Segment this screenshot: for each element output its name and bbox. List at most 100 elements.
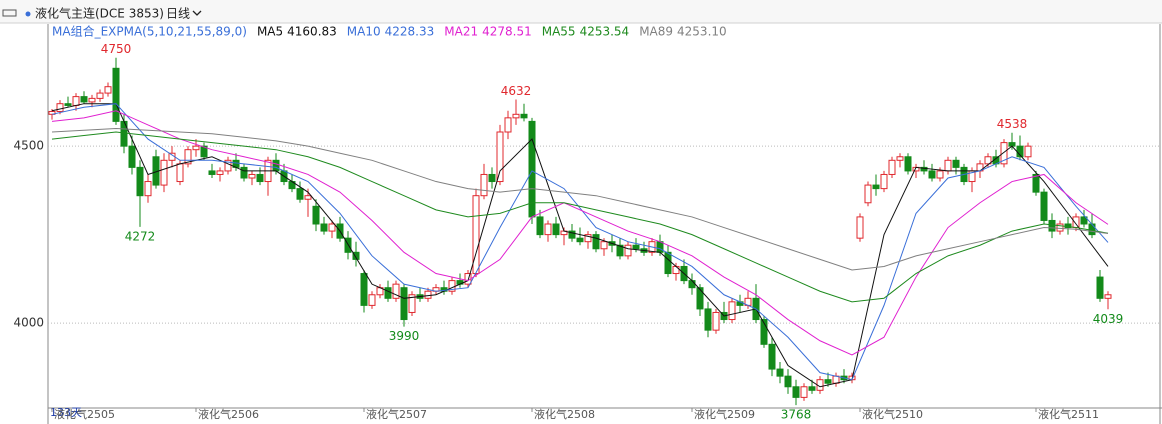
- x-tick-label: 液化气2510: [862, 407, 923, 421]
- candle-body: [584, 234, 592, 243]
- candle-body: [144, 181, 152, 197]
- candle-body: [328, 223, 336, 232]
- candle-body: [888, 159, 896, 175]
- candle-body: [1032, 173, 1040, 193]
- x-tick-label: 液化气2507: [366, 407, 427, 421]
- candle-body: [568, 230, 576, 239]
- candle-body: [1072, 216, 1080, 229]
- candle-body: [1024, 145, 1032, 158]
- candle-body: [88, 97, 96, 103]
- x-tick-label: 液化气2506: [198, 407, 259, 421]
- status-dot: [25, 11, 31, 17]
- candle-body: [536, 216, 544, 236]
- candle-body: [512, 113, 520, 119]
- legend-value: 4228.33: [385, 25, 435, 39]
- candle-body: [480, 173, 488, 197]
- candle-body: [1104, 294, 1112, 299]
- period-selector[interactable]: 日线: [166, 7, 190, 21]
- candle-body: [384, 287, 392, 299]
- ma-line: [51, 131, 1109, 303]
- candle-body: [312, 205, 320, 225]
- candle-body: [272, 159, 280, 172]
- extreme-label: 4750: [101, 42, 132, 56]
- legend-name: MA55: [542, 25, 576, 39]
- candle-body: [200, 145, 208, 158]
- candle-body: [248, 173, 256, 179]
- candle-body: [1096, 276, 1104, 299]
- candle-body: [784, 375, 792, 388]
- candle-body: [360, 273, 368, 306]
- candle-body: [632, 244, 640, 250]
- legend-name: MA10: [347, 25, 381, 39]
- candle-body: [72, 96, 80, 106]
- candle-body: [672, 265, 680, 275]
- instrument-title[interactable]: 液化气主连(DCE 3853): [35, 6, 164, 21]
- candle-body: [704, 308, 712, 331]
- candle-body: [56, 103, 64, 112]
- menu-icon[interactable]: [2, 9, 17, 17]
- candle-body: [552, 223, 560, 236]
- legend-name: MA21: [444, 25, 478, 39]
- candle-body: [1000, 142, 1008, 165]
- candle-body: [800, 386, 808, 398]
- candle-body: [776, 368, 784, 377]
- period-chevron[interactable]: [192, 10, 202, 16]
- candle-body: [496, 131, 504, 183]
- x-tick-label: 液化气2505: [54, 407, 115, 421]
- candle-body: [760, 319, 768, 345]
- candle-body: [864, 184, 872, 204]
- candle-body: [712, 311, 720, 331]
- candle-body: [296, 188, 304, 200]
- candle-body: [304, 195, 312, 200]
- candle-body: [488, 173, 496, 183]
- candle-body: [424, 290, 432, 299]
- candle-body: [520, 113, 528, 119]
- candle-body: [192, 145, 200, 151]
- candle-body: [176, 163, 184, 183]
- extreme-label: 3768: [781, 408, 812, 422]
- candle-body: [320, 223, 328, 232]
- candle-body: [616, 244, 624, 257]
- candle-body: [688, 280, 696, 289]
- extreme-label: 3990: [389, 329, 420, 343]
- candle-body: [664, 251, 672, 275]
- candle-body: [160, 159, 168, 186]
- ma-line: [51, 103, 1109, 388]
- candle-body: [904, 156, 912, 172]
- candle-body: [1040, 191, 1048, 221]
- candle-body: [80, 96, 88, 103]
- candle-body: [400, 287, 408, 321]
- candle-body: [792, 386, 800, 398]
- candle-body: [408, 294, 416, 313]
- candle-body: [896, 156, 904, 161]
- candle-body: [928, 170, 936, 179]
- x-tick-label: 液化气2511: [1038, 407, 1099, 421]
- legend-value: 4278.51: [482, 25, 532, 39]
- candle-body: [136, 166, 144, 197]
- candle-body: [920, 166, 928, 172]
- candle-body: [1056, 223, 1064, 232]
- candle-body: [656, 241, 664, 253]
- legend-name: MA5: [257, 25, 283, 39]
- candle-body: [952, 159, 960, 168]
- indicator-label: MA组合_EXPMA(5,10,21,55,89,0): [52, 24, 247, 39]
- candle-body: [624, 244, 632, 257]
- candle-body: [96, 92, 104, 99]
- candle-body: [128, 145, 136, 168]
- candle-body: [368, 294, 376, 306]
- legend-value: 4160.83: [287, 25, 337, 39]
- candle-body: [600, 241, 608, 250]
- ma-line: [51, 127, 1109, 271]
- candle-body: [216, 170, 224, 175]
- candle-body: [392, 283, 400, 299]
- candle-body: [872, 184, 880, 190]
- candle-body: [984, 156, 992, 165]
- candle-body: [880, 173, 888, 190]
- candle-body: [1080, 216, 1088, 225]
- candle-body: [352, 251, 360, 260]
- days-label: 133天: [50, 406, 82, 419]
- legend-name: MA89: [639, 25, 673, 39]
- legend-value: 4253.54: [580, 25, 630, 39]
- candle-body: [696, 287, 704, 310]
